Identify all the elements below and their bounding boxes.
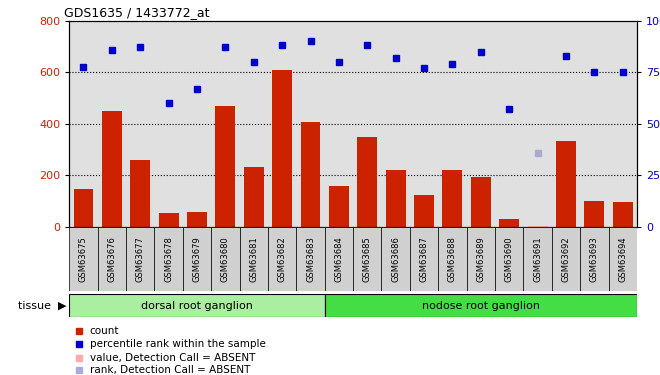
Bar (300, 123, 321, 227)
Bar (126, 227, 154, 291)
Bar (215, 106, 236, 227)
Bar (69, 227, 98, 291)
Text: GSM63694: GSM63694 (618, 236, 627, 282)
Text: GSM63676: GSM63676 (108, 236, 116, 282)
Bar (183, 227, 211, 291)
Text: dorsal root ganglion: dorsal root ganglion (141, 301, 253, 310)
Text: GSM63683: GSM63683 (306, 236, 315, 282)
Bar (73, 189, 94, 227)
Bar (353, 227, 381, 291)
Bar (609, 227, 637, 291)
Bar (495, 227, 523, 291)
Text: count: count (90, 326, 119, 336)
Text: GSM63690: GSM63690 (505, 236, 513, 282)
Bar (357, 137, 378, 227)
Bar (154, 227, 183, 291)
Text: nodose root ganglion: nodose root ganglion (422, 301, 540, 310)
Bar (102, 111, 122, 227)
Bar (527, 226, 548, 227)
Bar (499, 219, 519, 227)
Text: GSM63688: GSM63688 (448, 236, 457, 282)
Text: GSM63693: GSM63693 (590, 236, 599, 282)
Bar (98, 227, 126, 291)
Bar (410, 227, 438, 291)
Bar (612, 202, 633, 227)
Bar (385, 170, 406, 227)
Bar (467, 227, 495, 291)
Bar (438, 227, 467, 291)
Text: GSM63689: GSM63689 (477, 236, 485, 282)
Text: tissue  ▶: tissue ▶ (18, 301, 66, 310)
Bar (296, 227, 325, 291)
Bar (272, 70, 292, 227)
Text: GSM63682: GSM63682 (278, 236, 286, 282)
Text: GSM63677: GSM63677 (136, 236, 145, 282)
Bar (130, 160, 150, 227)
Text: GDS1635 / 1433772_at: GDS1635 / 1433772_at (63, 6, 209, 20)
Text: GSM63678: GSM63678 (164, 236, 173, 282)
Text: GSM63679: GSM63679 (193, 236, 201, 282)
Bar (211, 227, 240, 291)
Text: GSM63680: GSM63680 (221, 236, 230, 282)
Text: value, Detection Call = ABSENT: value, Detection Call = ABSENT (90, 352, 255, 363)
Text: GSM63687: GSM63687 (420, 236, 428, 282)
Bar (69, 294, 325, 317)
Bar (556, 141, 576, 227)
Bar (158, 213, 179, 227)
Bar (187, 212, 207, 227)
Text: rank, Detection Call = ABSENT: rank, Detection Call = ABSENT (90, 365, 250, 375)
Text: GSM63692: GSM63692 (562, 236, 570, 282)
Bar (414, 195, 434, 227)
Text: GSM63684: GSM63684 (335, 236, 343, 282)
Bar (268, 227, 296, 291)
Text: percentile rank within the sample: percentile rank within the sample (90, 339, 265, 350)
Bar (329, 186, 349, 227)
Bar (580, 227, 609, 291)
Bar (325, 294, 637, 317)
Text: GSM63686: GSM63686 (391, 236, 400, 282)
Bar (442, 170, 463, 227)
Bar (552, 227, 580, 291)
Bar (244, 167, 264, 227)
Bar (471, 177, 491, 227)
Text: GSM63675: GSM63675 (79, 236, 88, 282)
Text: GSM63685: GSM63685 (363, 236, 372, 282)
Bar (240, 227, 268, 291)
Bar (523, 227, 552, 291)
Text: GSM63691: GSM63691 (533, 236, 542, 282)
Text: GSM63681: GSM63681 (249, 236, 258, 282)
Bar (325, 227, 353, 291)
Bar (381, 227, 410, 291)
Bar (584, 201, 605, 227)
